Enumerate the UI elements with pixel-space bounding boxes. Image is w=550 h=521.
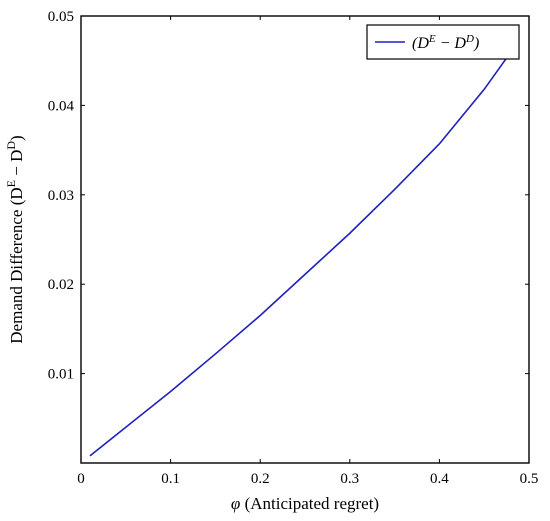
plot-frame: [80, 15, 530, 464]
y-tick-label: 0.04: [48, 98, 75, 114]
y-tick-label: 0.05: [48, 9, 74, 25]
y-tick-label: 0.01: [48, 367, 74, 383]
y-tick-label: 0.02: [48, 277, 74, 293]
legend-label-mid: − D: [436, 35, 467, 52]
y-axis-mid: − D: [7, 150, 26, 180]
legend-label: (DE − DD): [412, 33, 479, 52]
y-axis-close: ): [7, 135, 26, 141]
x-tick-label: 0.4: [430, 471, 449, 487]
x-axis-symbol: φ: [231, 494, 240, 513]
x-tick-label: 0.3: [340, 471, 359, 487]
y-tick-label: 0.03: [48, 188, 74, 204]
x-tick-label: 0: [77, 471, 85, 487]
x-tick-label: 0.1: [161, 471, 180, 487]
series-line: [89, 51, 512, 457]
legend-label-close: ): [473, 35, 479, 52]
tick-labels: 0 0.1 0.2 0.3 0.4 0.5 0.01 0.02 0.03 0.04 0.05: [48, 9, 539, 487]
y-axis-label: Demand Difference (DE − DD): [4, 135, 26, 343]
legend: (DE − DD): [366, 24, 520, 60]
y-axis-sup1: E: [4, 180, 18, 187]
x-axis-label: φ (Anticipated regret): [231, 494, 379, 513]
legend-label-sup2: D: [465, 33, 474, 45]
x-tick-label: 0.2: [251, 471, 270, 487]
y-axis-sup2: D: [4, 141, 18, 150]
legend-label-open: (D: [412, 35, 429, 52]
x-axis-text: (Anticipated regret): [240, 494, 379, 513]
series-layer: [89, 51, 512, 457]
x-tick-label: 0.5: [520, 471, 539, 487]
legend-label-sup1: E: [428, 33, 436, 45]
axis-ticks: [80, 15, 530, 463]
y-axis-text: Demand Difference (D: [7, 187, 26, 343]
